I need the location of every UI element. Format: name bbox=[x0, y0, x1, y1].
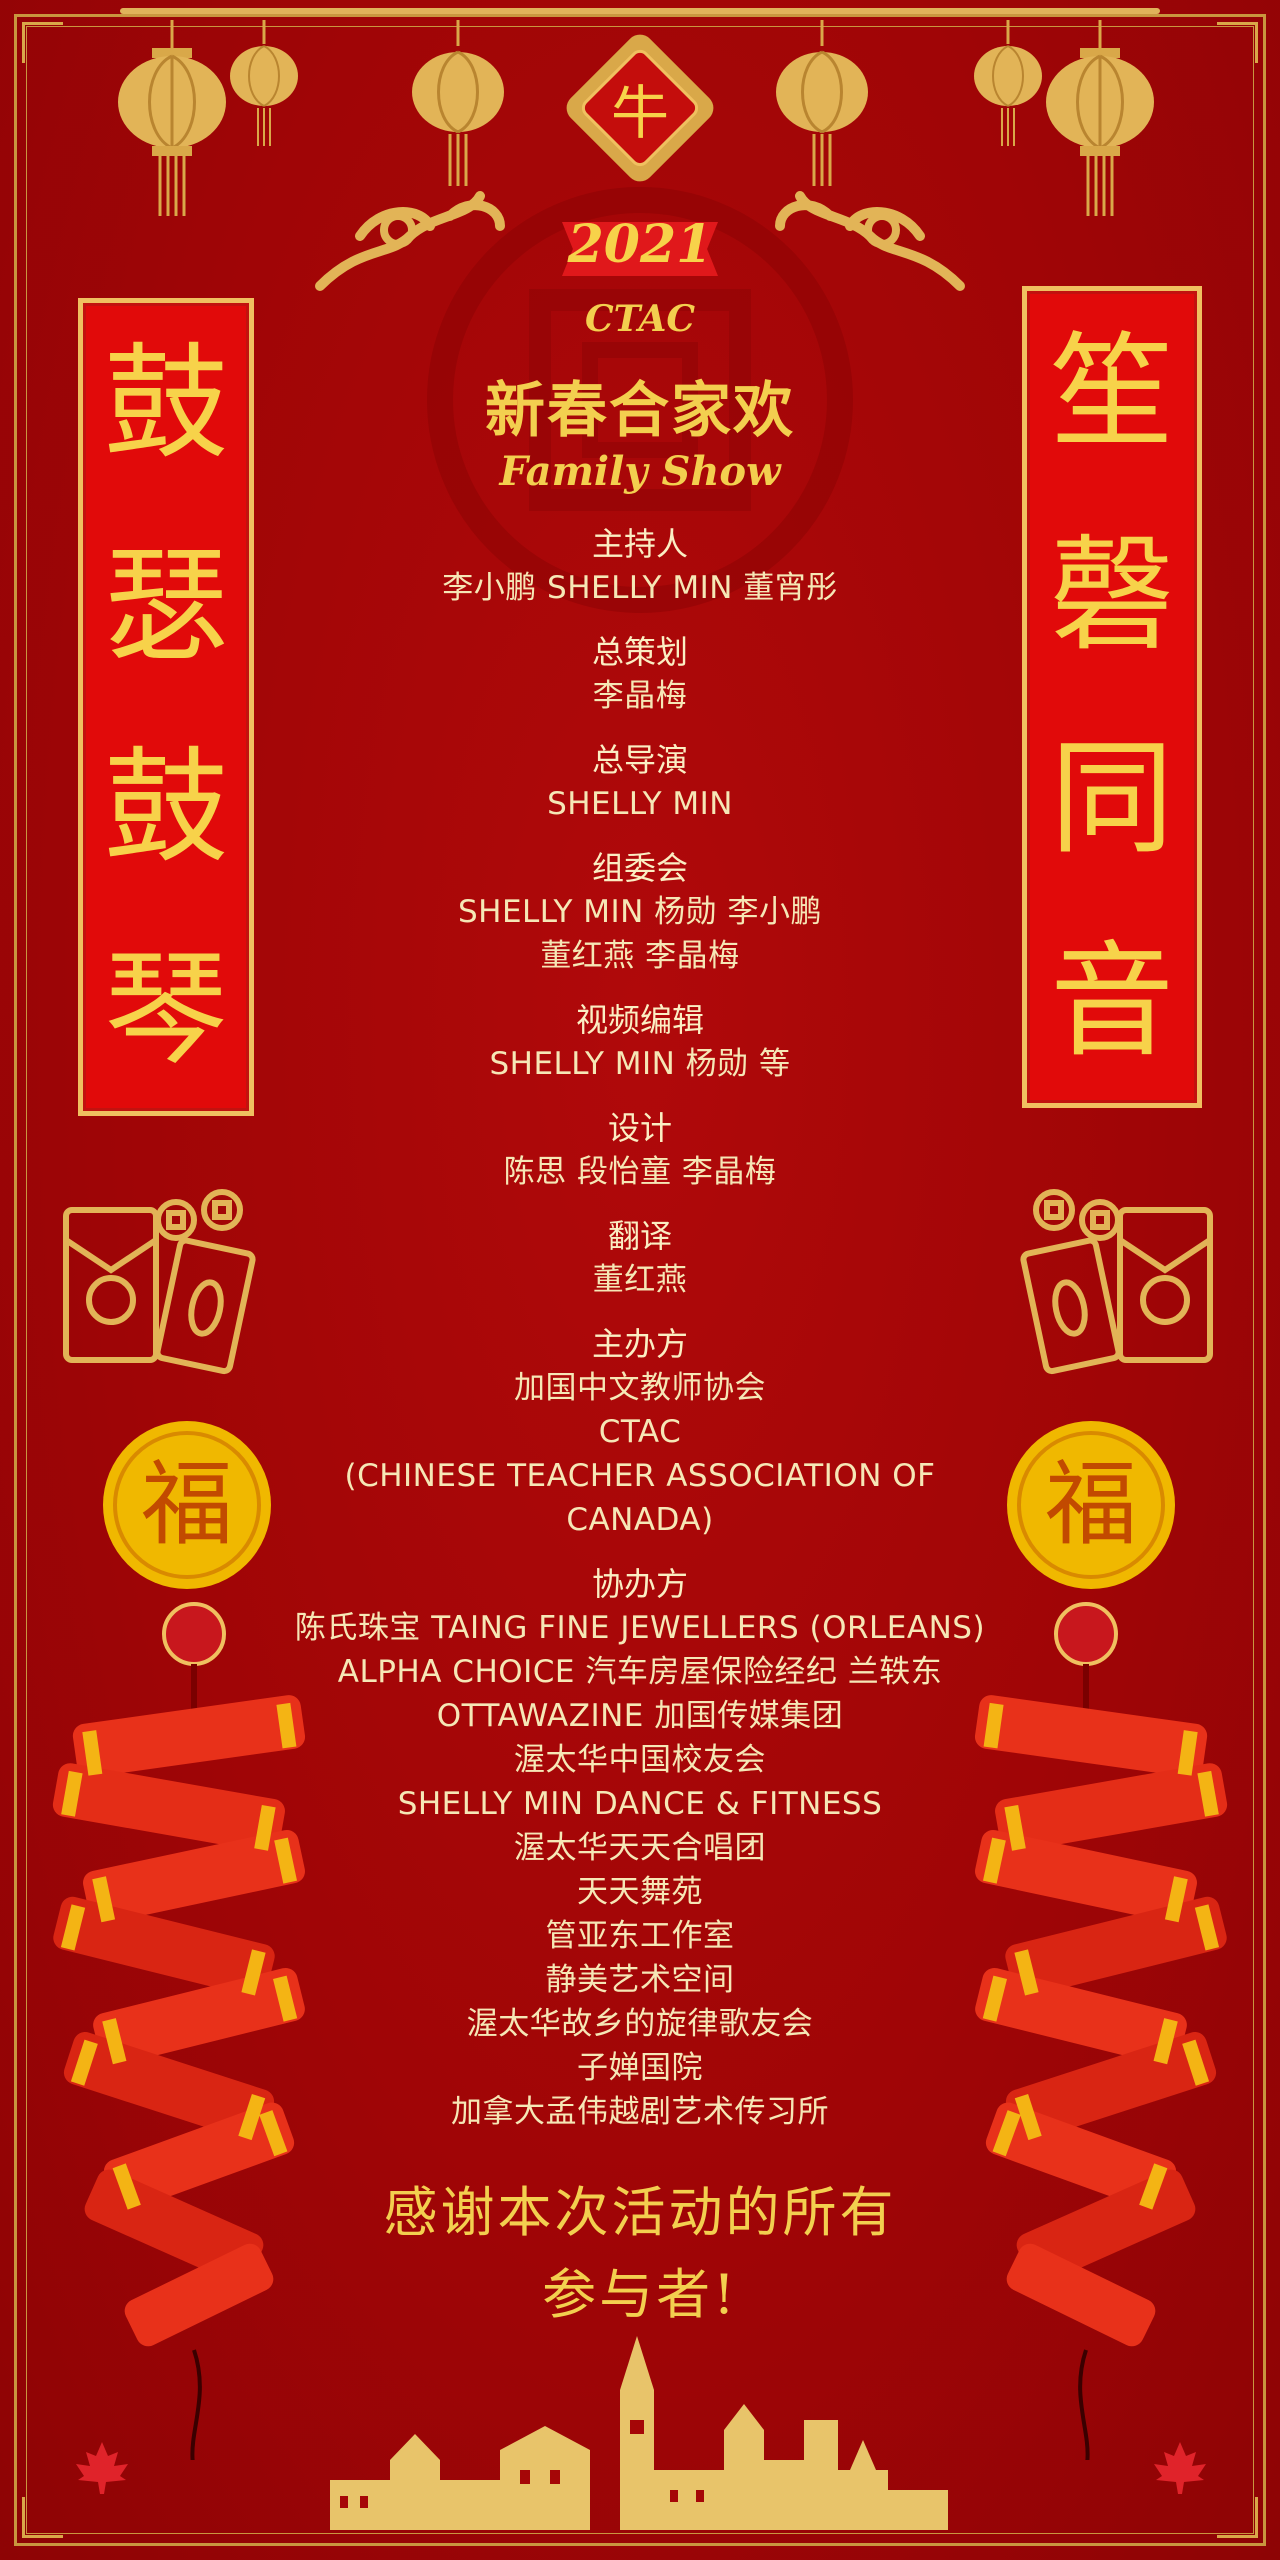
couplet-right: 笙 磬 同 音 bbox=[1022, 286, 1202, 1108]
cloud-icon bbox=[315, 191, 505, 291]
section-title: 主持人 bbox=[591, 525, 688, 563]
frame-inner bbox=[26, 26, 1254, 2534]
couplet-char: 鼓 bbox=[103, 736, 228, 880]
section-title: 设计 bbox=[607, 1109, 672, 1147]
credit-line: 陈氏珠宝 TAING FINE JEWELLERS (ORLEANS) bbox=[294, 1610, 986, 1646]
thanks-line: 感谢本次活动的所有 bbox=[383, 2181, 897, 2244]
fu-coin-icon: 福 bbox=[1007, 1421, 1175, 1589]
red-envelope-icon bbox=[1020, 1189, 1213, 1375]
thanks-message: 感谢本次活动的所有 参与者! bbox=[330, 2172, 950, 2336]
credit-line: CTAC bbox=[598, 1414, 682, 1450]
credit-line: 李晶梅 bbox=[592, 678, 688, 714]
credit-line: SHELLY MIN 杨勋 李小鹏 bbox=[457, 894, 823, 930]
maple-leaf-icon bbox=[1154, 2442, 1206, 2494]
credits-list: 主持人 李小鹏 SHELLY MIN 董宵彤 总策划 李晶梅 总导演 SHELL… bbox=[290, 522, 990, 2154]
corner-ornament bbox=[22, 2497, 63, 2538]
credit-line: 渥太华故乡的旋律歌友会 bbox=[466, 2006, 814, 2042]
credit-line: (CHINESE TEACHER ASSOCIATION OF CANADA) bbox=[344, 1458, 936, 1538]
credit-line: 静美艺术空间 bbox=[545, 1962, 735, 1998]
svg-text:福: 福 bbox=[141, 1451, 233, 1558]
red-envelope-icon bbox=[63, 1189, 256, 1375]
couplet-left: 鼓 瑟 鼓 琴 bbox=[78, 298, 254, 1116]
couplet-char: 琴 bbox=[103, 938, 228, 1082]
credit-line: SHELLY MIN DANCE & FITNESS bbox=[397, 1786, 883, 1822]
city-skyline-icon bbox=[330, 2336, 948, 2530]
credit-line: 加拿大孟伟越剧艺术传习所 bbox=[451, 2094, 829, 2130]
section-title: 主办方 bbox=[591, 1325, 688, 1363]
lantern-icon bbox=[776, 20, 868, 186]
couplet-char: 磬 bbox=[1049, 523, 1174, 668]
corner-ornament bbox=[22, 22, 63, 63]
couplet-char: 音 bbox=[1049, 929, 1174, 1074]
credit-line: 天天舞苑 bbox=[577, 1874, 703, 1910]
credits-section-co-org: 协办方 陈氏珠宝 TAING FINE JEWELLERS (ORLEANS) … bbox=[290, 1562, 990, 2134]
credit-line: ALPHA CHOICE 汽车房屋保险经纪 兰轶东 bbox=[337, 1654, 943, 1690]
section-title: 总导演 bbox=[591, 741, 688, 779]
credit-line: 董红燕 bbox=[592, 1262, 688, 1298]
credit-line: 李小鹏 SHELLY MIN 董宵彤 bbox=[442, 570, 838, 606]
event-title-cn: 新春合家欢 bbox=[485, 376, 795, 446]
credit-line: 渥太华天天合唱团 bbox=[514, 1830, 766, 1866]
firecracker-icon bbox=[52, 1602, 306, 2460]
credit-line: SHELLY MIN 杨勋 等 bbox=[489, 1046, 791, 1082]
year-ribbon bbox=[562, 222, 718, 276]
credits-section-video: 视频编辑 SHELLY MIN 杨勋 等 bbox=[290, 998, 990, 1086]
couplet-char: 鼓 bbox=[103, 332, 228, 476]
top-gold-bar bbox=[120, 8, 1160, 14]
corner-ornament bbox=[1217, 22, 1258, 63]
cloud-icon bbox=[775, 191, 965, 291]
section-title: 视频编辑 bbox=[575, 1001, 704, 1039]
svg-text:福: 福 bbox=[1045, 1451, 1137, 1558]
lantern-icon bbox=[1046, 20, 1154, 216]
corner-ornament bbox=[1217, 2497, 1258, 2538]
section-title: 总策划 bbox=[591, 633, 688, 671]
couplet-char: 同 bbox=[1049, 726, 1174, 871]
credit-line: 子婵国院 bbox=[577, 2050, 703, 2086]
lantern-icon bbox=[412, 20, 504, 186]
couplet-char: 瑟 bbox=[103, 534, 228, 678]
section-title: 协办方 bbox=[591, 1565, 688, 1603]
credits-section-committee: 组委会 SHELLY MIN 杨勋 李小鹏 董红燕 李晶梅 bbox=[290, 846, 990, 978]
event-title-en: Family Show bbox=[499, 448, 781, 495]
credits-section-planner: 总策划 李晶梅 bbox=[290, 630, 990, 718]
credits-section-director: 总导演 SHELLY MIN bbox=[290, 738, 990, 826]
lantern-icon bbox=[974, 20, 1042, 146]
firecracker-icon bbox=[974, 1602, 1228, 2460]
background-medallion-icon bbox=[427, 187, 853, 613]
maple-leaf-icon bbox=[76, 2442, 128, 2494]
org-label: CTAC bbox=[584, 298, 696, 340]
credit-line: SHELLY MIN bbox=[547, 786, 733, 822]
ox-character: 牛 bbox=[610, 79, 669, 147]
credit-line: 董红燕 李晶梅 bbox=[540, 938, 740, 974]
lantern-icon bbox=[118, 20, 226, 216]
fu-coin-icon: 福 bbox=[103, 1421, 271, 1589]
credit-line: 渥太华中国校友会 bbox=[514, 1742, 766, 1778]
thanks-line: 参与者! bbox=[542, 2263, 738, 2326]
credits-section-translation: 翻译 董红燕 bbox=[290, 1214, 990, 1302]
credit-line: 管亚东工作室 bbox=[545, 1918, 735, 1954]
section-title: 组委会 bbox=[591, 849, 688, 887]
year-label: 2021 bbox=[567, 214, 713, 275]
credit-line: 加国中文教师协会 bbox=[514, 1370, 766, 1406]
section-title: 翻译 bbox=[607, 1217, 672, 1255]
lantern-icon bbox=[230, 20, 298, 146]
couplet-char: 笙 bbox=[1049, 320, 1174, 465]
credit-line: 陈思 段怡童 李晶梅 bbox=[503, 1154, 777, 1190]
credits-section-host-org: 主办方 加国中文教师协会 CTAC (CHINESE TEACHER ASSOC… bbox=[290, 1322, 990, 1542]
credits-section-design: 设计 陈思 段怡童 李晶梅 bbox=[290, 1106, 990, 1194]
credit-line: OTTAWAZINE 加国传媒集团 bbox=[436, 1698, 844, 1734]
credits-section-hosts: 主持人 李小鹏 SHELLY MIN 董宵彤 bbox=[290, 522, 990, 610]
frame-outer bbox=[14, 14, 1266, 2546]
